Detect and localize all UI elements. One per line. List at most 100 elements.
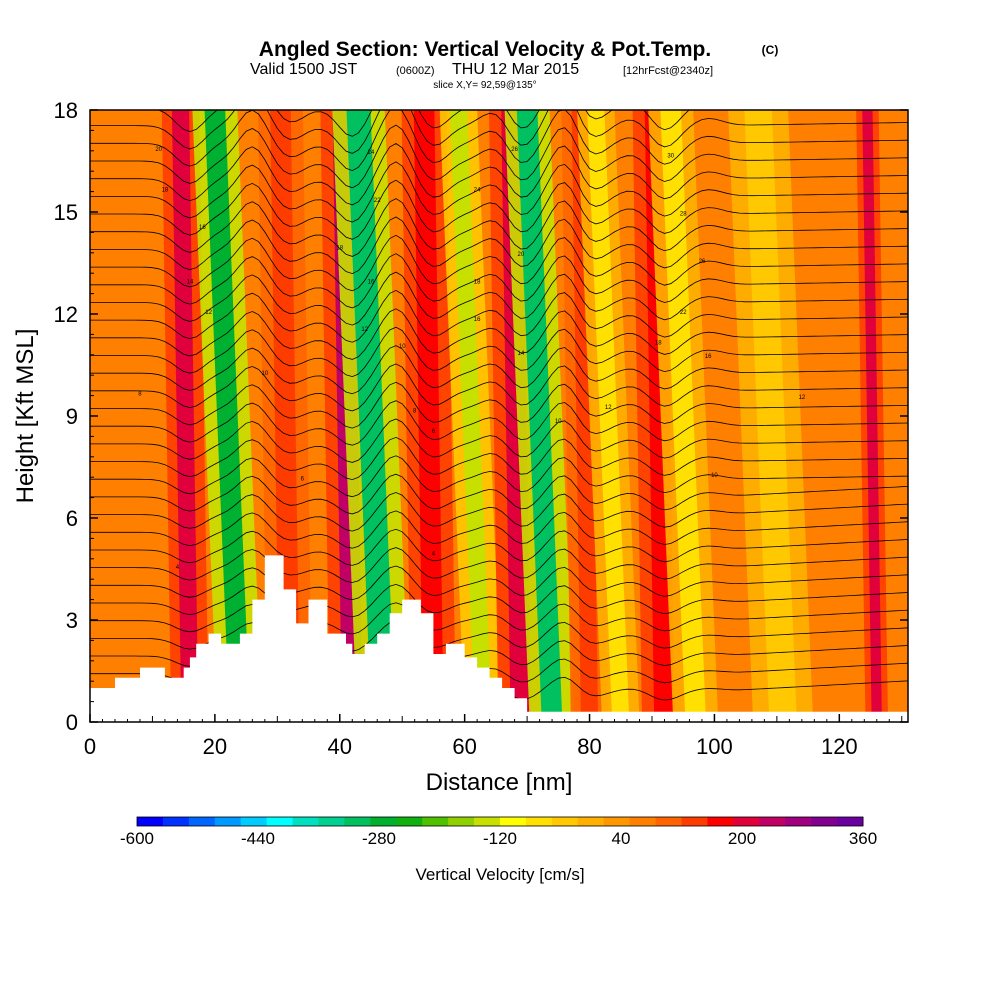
colorbar-frame [136, 816, 864, 827]
x-tick-label: 20 [203, 734, 227, 759]
contour-line [90, 253, 908, 309]
x-tick-label: 120 [821, 734, 858, 759]
contour-label: 24 [368, 150, 375, 156]
colorbar-swatch [525, 817, 553, 826]
contour-label: 16 [368, 279, 375, 285]
contour-line [90, 124, 908, 189]
contour-line [90, 110, 908, 154]
contour-label: 8 [138, 392, 142, 398]
utc-time-label: (0600Z) [396, 65, 435, 77]
colorbar-swatch [577, 817, 605, 826]
colorbar-tick-label: -440 [241, 829, 275, 848]
colorbar-swatch [837, 817, 864, 826]
contour-label: 14 [518, 351, 525, 357]
contour-label: 18 [162, 188, 169, 194]
colorbar-swatch [266, 817, 294, 826]
colorbar-swatch [292, 817, 319, 826]
contour-line [90, 436, 908, 481]
contour-label: 10 [261, 371, 268, 377]
contour-line [90, 602, 908, 635]
colorbar-ticks: -600 -440 -280 -120 40 200 360 [120, 829, 877, 848]
velocity-band [577, 110, 640, 722]
y-tick-label: 0 [66, 710, 78, 735]
y-tick-label: 6 [66, 506, 78, 531]
colorbar-swatch [240, 817, 268, 826]
contour-label: 12 [799, 395, 806, 401]
colorbar-tick-label: 40 [612, 829, 631, 848]
contour-line [90, 161, 908, 223]
contour-label: 10 [399, 344, 406, 350]
contour-line [90, 110, 908, 172]
contour-line [90, 620, 908, 652]
contour-line [90, 179, 908, 240]
velocity-band [728, 110, 814, 722]
slice-label: slice X,Y= 92,59@135° [433, 80, 536, 91]
contour-line [90, 345, 908, 395]
contour-label: 12 [361, 327, 368, 333]
contour-label: 6 [301, 477, 305, 483]
contour-line [90, 528, 908, 566]
contour-label: 4 [432, 551, 436, 557]
velocity-band-core [660, 110, 706, 722]
colorbar-swatch [785, 817, 812, 826]
colorbar-swatch [629, 817, 657, 826]
contour-label: 16 [705, 354, 712, 360]
contour-label: 26 [511, 147, 518, 153]
contour-line [90, 455, 908, 498]
velocity-band-core [587, 110, 630, 722]
colorbar [136, 816, 864, 827]
contour-line [90, 510, 908, 549]
contour-label: 14 [187, 279, 194, 285]
contour-label: 4 [176, 565, 180, 571]
contour-label: 16 [199, 225, 206, 231]
velocity-band [332, 110, 410, 722]
contour-line [90, 400, 908, 446]
colorbar-swatch [214, 817, 242, 826]
colorbar-label: Vertical Velocity [cm/s] [415, 865, 584, 884]
velocity-band [648, 110, 719, 722]
velocity-band-core [346, 110, 396, 722]
contour-label: 12 [605, 405, 612, 411]
contour-line [90, 308, 908, 360]
contour-line [90, 547, 908, 583]
velocity-band-core [449, 110, 492, 722]
contour-line [90, 363, 908, 412]
contour-label: 12 [205, 310, 212, 316]
potential-temperature-contours [90, 110, 908, 704]
colorbar-swatch [188, 817, 216, 826]
contour-labels: 20 18 16 14 12 10 8 6 4 24 22 18 16 12 10 8 6 4 26 24 20 18 16… [138, 147, 806, 571]
contour-line [90, 492, 908, 532]
y-axis-label: Height [Kft MSL] [12, 329, 39, 504]
contour-line [90, 234, 908, 292]
colorbar-swatch [707, 817, 734, 826]
contour-label: 30 [667, 154, 674, 160]
colorbar-swatch [344, 817, 371, 826]
colorbar-tick-label: -120 [483, 829, 517, 848]
y-tick-label: 9 [66, 404, 78, 429]
chart-title: Angled Section: Vertical Velocity & Pot.… [259, 38, 711, 61]
colorbar-swatch [500, 817, 527, 826]
y-tick-label: 12 [54, 302, 78, 327]
contour-label: 26 [699, 259, 706, 265]
contour-line [90, 271, 908, 326]
colorbar-tick-label: -280 [362, 829, 396, 848]
velocity-band [856, 110, 889, 722]
contour-label: 18 [336, 245, 343, 251]
x-axis: 0 20 40 60 80 100 120 [84, 714, 903, 759]
contour-line [90, 583, 908, 618]
velocity-band [401, 110, 456, 722]
contour-label: 22 [374, 198, 381, 204]
x-tick-label: 60 [452, 734, 476, 759]
y-tick-label: 15 [54, 200, 78, 225]
colorbar-swatch [759, 817, 786, 826]
plot-area: 20 18 16 14 12 10 8 6 4 24 22 18 16 12 10 8 6 4 26 24 20 18 16… [90, 110, 908, 722]
terrain [90, 555, 908, 722]
velocity-band-core [862, 110, 882, 722]
colorbar-swatch [811, 817, 838, 826]
contour-line [90, 565, 908, 601]
contour-line [90, 326, 908, 378]
velocity-band [439, 110, 503, 722]
velocity-band-core [571, 110, 599, 722]
contour-line [90, 143, 908, 206]
x-tick-label: 0 [84, 734, 96, 759]
